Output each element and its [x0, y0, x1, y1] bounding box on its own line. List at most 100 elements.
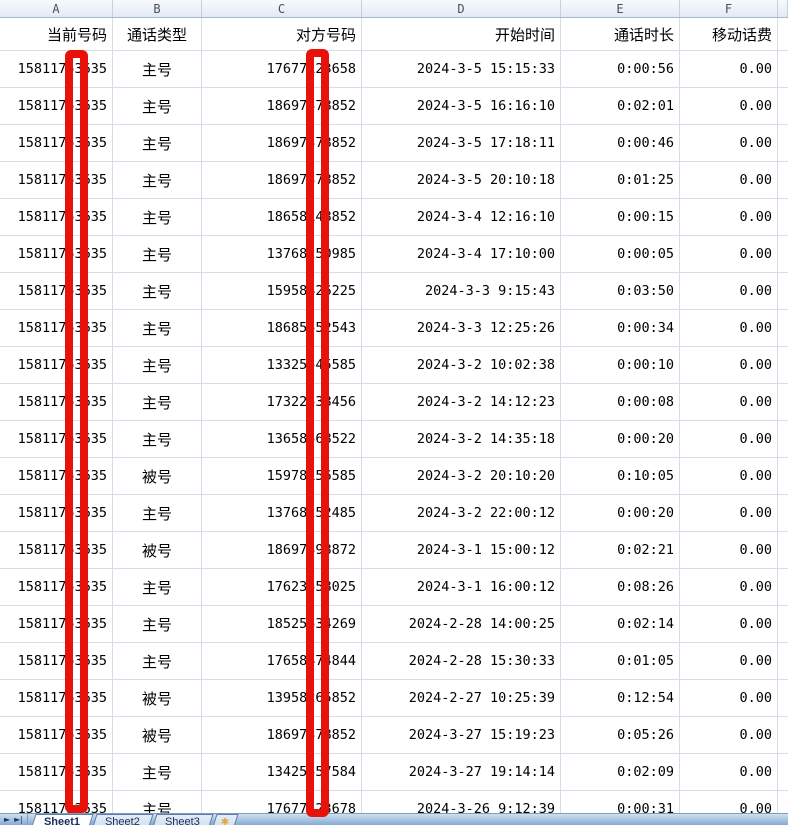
- cell-sliver[interactable]: [778, 310, 788, 346]
- cell-sliver[interactable]: [778, 347, 788, 383]
- cell-f[interactable]: 0.00: [680, 162, 778, 198]
- cell-sliver[interactable]: [778, 421, 788, 457]
- cell-a[interactable]: 15811753635: [0, 162, 113, 198]
- cell-sliver[interactable]: [778, 162, 788, 198]
- cell-e[interactable]: 0:00:10: [561, 347, 680, 383]
- cell-f[interactable]: 0.00: [680, 717, 778, 753]
- cell-a[interactable]: 15811753635: [0, 236, 113, 272]
- cell-c[interactable]: 18658148852: [202, 199, 362, 235]
- cell-d[interactable]: 2024-3-3 9:15:43: [362, 273, 561, 309]
- cell-e[interactable]: 0:00:08: [561, 384, 680, 420]
- cell-b[interactable]: 主号: [113, 162, 202, 198]
- cell-sliver[interactable]: [778, 569, 788, 605]
- cell-e[interactable]: 0:00:20: [561, 495, 680, 531]
- cell-sliver[interactable]: [778, 125, 788, 161]
- cell-a[interactable]: 15811753635: [0, 384, 113, 420]
- cell-c[interactable]: 18697398872: [202, 532, 362, 568]
- cell-f[interactable]: 0.00: [680, 51, 778, 87]
- cell-b[interactable]: 被号: [113, 458, 202, 494]
- cell-c[interactable]: 13425557584: [202, 754, 362, 790]
- cell-b[interactable]: 主号: [113, 643, 202, 679]
- cell-f[interactable]: 0.00: [680, 88, 778, 124]
- cell-c[interactable]: 13958265852: [202, 680, 362, 716]
- cell-sliver[interactable]: [778, 18, 788, 50]
- cell-b[interactable]: 主号: [113, 606, 202, 642]
- cell-sliver[interactable]: [778, 88, 788, 124]
- cell-d[interactable]: 2024-3-4 12:16:10: [362, 199, 561, 235]
- cell-sliver[interactable]: [778, 717, 788, 753]
- cell-f[interactable]: 0.00: [680, 532, 778, 568]
- column-header-c[interactable]: C: [202, 0, 362, 17]
- cell-f[interactable]: 0.00: [680, 754, 778, 790]
- cell-d[interactable]: 2024-3-2 20:10:20: [362, 458, 561, 494]
- cell-sliver[interactable]: [778, 606, 788, 642]
- cell-e[interactable]: 0:08:26: [561, 569, 680, 605]
- cell-a[interactable]: 15811753635: [0, 643, 113, 679]
- next-sheet-arrow-icon[interactable]: ►: [4, 815, 11, 824]
- cell-e[interactable]: 0:00:20: [561, 421, 680, 457]
- cell-sliver[interactable]: [778, 532, 788, 568]
- cell-a[interactable]: 15811753635: [0, 717, 113, 753]
- cell-a[interactable]: 15811753635: [0, 88, 113, 124]
- cell-e[interactable]: 0:02:14: [561, 606, 680, 642]
- cell-f[interactable]: 0.00: [680, 421, 778, 457]
- cell-d[interactable]: 2024-3-3 12:25:26: [362, 310, 561, 346]
- column-header-b[interactable]: B: [113, 0, 202, 17]
- cell-b[interactable]: 主号: [113, 347, 202, 383]
- cell-f[interactable]: 0.00: [680, 310, 778, 346]
- cell-f[interactable]: 0.00: [680, 569, 778, 605]
- cell-b[interactable]: 主号: [113, 199, 202, 235]
- cell-f[interactable]: 0.00: [680, 347, 778, 383]
- cell-a[interactable]: 15811753635: [0, 754, 113, 790]
- tab-sheet1[interactable]: Sheet1: [28, 814, 94, 825]
- cell-b[interactable]: 主号: [113, 310, 202, 346]
- cell-c[interactable]: 18697378852: [202, 125, 362, 161]
- cell-f[interactable]: 0.00: [680, 643, 778, 679]
- cell-d[interactable]: 2024-2-28 15:30:33: [362, 643, 561, 679]
- cell-f[interactable]: 0.00: [680, 495, 778, 531]
- column-header-a[interactable]: A: [0, 0, 113, 17]
- cell-c[interactable]: 17623558025: [202, 569, 362, 605]
- cell-e[interactable]: 0:00:46: [561, 125, 680, 161]
- cell-d[interactable]: 2024-3-5 15:15:33: [362, 51, 561, 87]
- cell-a[interactable]: 15811753635: [0, 125, 113, 161]
- cell-c[interactable]: 18525534269: [202, 606, 362, 642]
- cell-e[interactable]: 0:00:56: [561, 51, 680, 87]
- cell-c[interactable]: 13325545585: [202, 347, 362, 383]
- cell-a[interactable]: 15811753635: [0, 51, 113, 87]
- cell-c[interactable]: 18697378852: [202, 88, 362, 124]
- cell-f[interactable]: 0.00: [680, 384, 778, 420]
- cell-f[interactable]: 0.00: [680, 236, 778, 272]
- tab-sheet2[interactable]: Sheet2: [89, 814, 154, 825]
- header-cell-a[interactable]: 当前号码: [0, 18, 113, 50]
- cell-c[interactable]: 13658568522: [202, 421, 362, 457]
- cell-f[interactable]: 0.00: [680, 125, 778, 161]
- cell-e[interactable]: 0:00:05: [561, 236, 680, 272]
- cell-d[interactable]: 2024-3-2 14:12:23: [362, 384, 561, 420]
- header-cell-c[interactable]: 对方号码: [202, 18, 362, 50]
- cell-d[interactable]: 2024-3-1 15:00:12: [362, 532, 561, 568]
- cell-sliver[interactable]: [778, 643, 788, 679]
- cell-d[interactable]: 2024-3-27 15:19:23: [362, 717, 561, 753]
- cell-e[interactable]: 0:02:09: [561, 754, 680, 790]
- cell-c[interactable]: 17677123658: [202, 51, 362, 87]
- cell-d[interactable]: 2024-3-2 22:00:12: [362, 495, 561, 531]
- cell-e[interactable]: 0:12:54: [561, 680, 680, 716]
- cell-sliver[interactable]: [778, 458, 788, 494]
- cell-a[interactable]: 15811753635: [0, 310, 113, 346]
- cell-sliver[interactable]: [778, 236, 788, 272]
- cell-c[interactable]: 13768252485: [202, 495, 362, 531]
- cell-sliver[interactable]: [778, 680, 788, 716]
- cell-c[interactable]: 13768250985: [202, 236, 362, 272]
- cell-b[interactable]: 主号: [113, 569, 202, 605]
- cell-e[interactable]: 0:00:15: [561, 199, 680, 235]
- cell-e[interactable]: 0:02:01: [561, 88, 680, 124]
- column-header-e[interactable]: E: [561, 0, 680, 17]
- cell-sliver[interactable]: [778, 495, 788, 531]
- cell-d[interactable]: 2024-3-2 10:02:38: [362, 347, 561, 383]
- cell-f[interactable]: 0.00: [680, 458, 778, 494]
- cell-e[interactable]: 0:05:26: [561, 717, 680, 753]
- cell-b[interactable]: 被号: [113, 717, 202, 753]
- cell-b[interactable]: 主号: [113, 125, 202, 161]
- cell-sliver[interactable]: [778, 199, 788, 235]
